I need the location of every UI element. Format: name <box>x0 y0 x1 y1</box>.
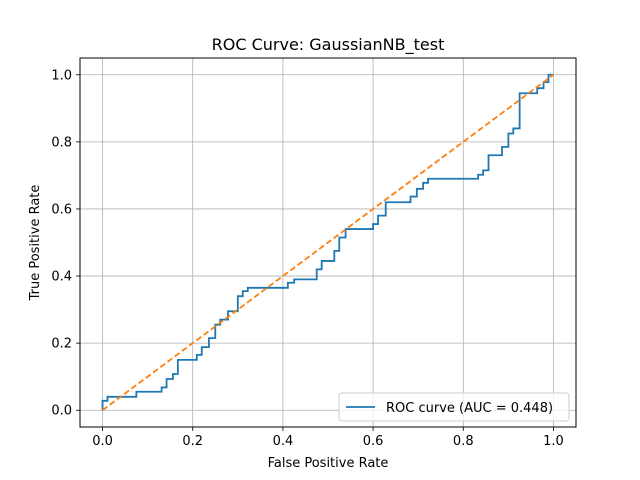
x-tick-label: 0.4 <box>273 434 294 449</box>
x-tick-label: 0.2 <box>182 434 203 449</box>
legend-box <box>338 392 570 422</box>
y-tick-label: 0.2 <box>51 337 72 352</box>
y-axis-label: True Positive Rate <box>28 185 43 302</box>
x-tick-label: 0.8 <box>453 434 474 449</box>
y-tick-label: 1.0 <box>51 68 72 83</box>
y-tick-label: 0.8 <box>51 135 72 150</box>
chart-title: ROC Curve: GaussianNB_test <box>212 35 445 55</box>
y-tick-label: 0.0 <box>51 404 72 419</box>
series-layer <box>101 73 554 411</box>
legend: ROC curve (AUC = 0.448) <box>338 392 570 422</box>
grid <box>80 58 576 427</box>
x-axis-label: False Positive Rate <box>268 456 389 471</box>
plot-frame <box>79 57 577 428</box>
x-tick-label: 0.6 <box>363 434 384 449</box>
y-tick-label: 0.6 <box>51 202 72 217</box>
x-tick-label: 0.0 <box>92 434 113 449</box>
legend-label: ROC curve (AUC = 0.448) <box>386 401 553 416</box>
x-tick-label: 1.0 <box>543 434 564 449</box>
tick-layer: 0.0 0.2 0.4 0.6 0.8 1.0 0.0 0.2 0.4 0.6 0.8 1.0 <box>51 68 563 449</box>
roc-curve-line <box>101 73 554 411</box>
y-tick-label: 0.4 <box>51 270 72 285</box>
chance-diagonal-line <box>102 74 554 411</box>
